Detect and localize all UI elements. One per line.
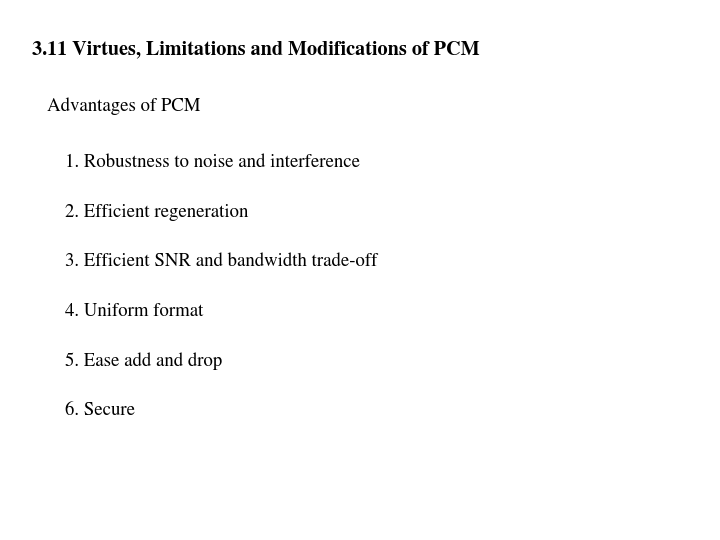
- Text: 5. Ease add and drop: 5. Ease add and drop: [65, 353, 222, 370]
- Text: 2. Efficient regeneration: 2. Efficient regeneration: [65, 204, 248, 221]
- Text: 3.11 Virtues, Limitations and Modifications of PCM: 3.11 Virtues, Limitations and Modificati…: [32, 40, 480, 58]
- Text: 6. Secure: 6. Secure: [65, 402, 135, 420]
- Text: 3. Efficient SNR and bandwidth trade-off: 3. Efficient SNR and bandwidth trade-off: [65, 253, 377, 271]
- Text: Advantages of PCM: Advantages of PCM: [47, 97, 200, 115]
- Text: 1. Robustness to noise and interference: 1. Robustness to noise and interference: [65, 154, 360, 171]
- Text: 4. Uniform format: 4. Uniform format: [65, 303, 203, 320]
